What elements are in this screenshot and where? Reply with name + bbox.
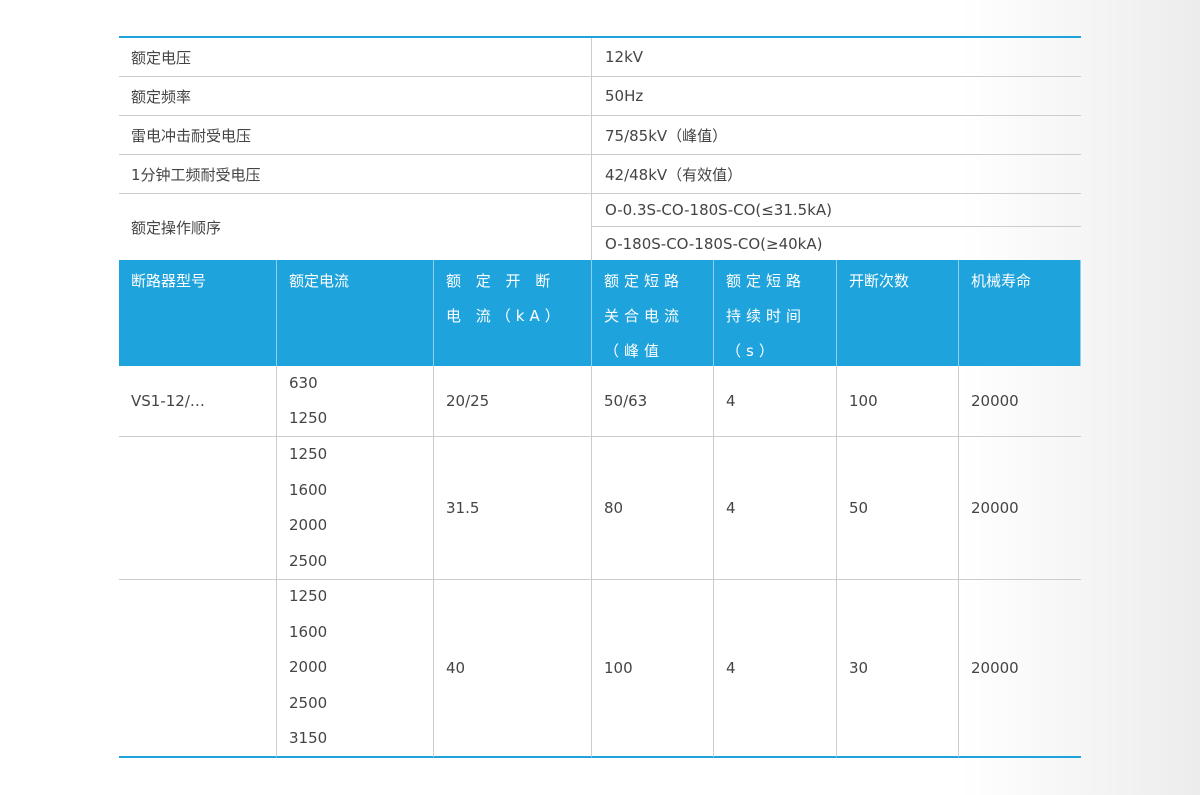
rated-params-table: 额定电压 12kV 额定频率 50Hz 雷电冲击耐受电压 75/85kV（峰值） 1分… xyxy=(119,36,1081,260)
cell-breaking: 40 xyxy=(434,580,592,758)
current-value: 3150 xyxy=(289,729,328,748)
header-making-current: 额定短路关合电流（峰值kA） xyxy=(592,260,714,395)
header-model: 断路器型号 xyxy=(119,260,277,366)
spec-value: 50Hz xyxy=(605,87,644,105)
cell-operations: 30 xyxy=(837,580,959,758)
current-value: 2000 xyxy=(289,658,328,677)
header-duration: 额定短路持续时间（s） xyxy=(714,260,837,366)
header-breaking-current: 额 定 开 断 电 流（kA） xyxy=(434,260,592,366)
cell-breaking: 31.5 xyxy=(434,437,592,580)
current-value: 630 xyxy=(289,373,318,392)
spec-row-operating-sequence: 额定操作顺序 O-0.3S-CO-180S-CO(≤31.5kA) O-180S-C… xyxy=(119,194,1081,260)
cell-currents: 630 1250 xyxy=(277,366,434,437)
current-value: 2000 xyxy=(289,516,328,534)
spec-label: 额定电压 xyxy=(119,38,592,76)
spec-sheet: 额定电压 12kV 额定频率 50Hz 雷电冲击耐受电压 75/85kV（峰值） 1分… xyxy=(119,36,1081,758)
spec-row: 额定频率 50Hz xyxy=(119,77,1081,116)
current-value: 1600 xyxy=(289,622,328,641)
current-value: 1250 xyxy=(289,587,328,606)
header-operations: 开断次数 xyxy=(837,260,959,366)
cell-model xyxy=(119,580,277,758)
spec-label: 雷电冲击耐受电压 xyxy=(119,116,592,154)
spec-label: 额定频率 xyxy=(119,77,592,115)
cell-breaking: 20/25 xyxy=(434,366,592,437)
spec-label: 额定操作顺序 xyxy=(119,194,592,260)
spec-value: 42/48kV（有效值） xyxy=(605,165,743,184)
spec-label: 1分钟工频耐受电压 xyxy=(119,155,592,193)
spec-value: O-180S-CO-180S-CO(≥40kA) xyxy=(605,234,823,253)
spec-value: 12kV xyxy=(605,48,644,66)
cell-currents: 1250 1600 2000 2500 3150 xyxy=(277,580,434,758)
cell-making: 50/63 xyxy=(592,366,714,437)
cell-mech-life: 20000 xyxy=(959,437,1081,580)
cell-duration: 4 xyxy=(714,437,837,580)
current-value: 1250 xyxy=(289,409,328,427)
cell-making: 80 xyxy=(592,437,714,580)
spec-row: 额定电压 12kV xyxy=(119,38,1081,77)
cell-mech-life: 20000 xyxy=(959,580,1081,758)
cell-model xyxy=(119,437,277,580)
breaker-table: 断路器型号 额定电流 额 定 开 断 电 流（kA） 额定短路关合电流（峰值kA… xyxy=(119,260,1081,758)
current-value: 2500 xyxy=(289,551,328,570)
cell-making: 100 xyxy=(592,580,714,758)
spec-row: 雷电冲击耐受电压 75/85kV（峰值） xyxy=(119,116,1081,155)
cell-operations: 50 xyxy=(837,437,959,580)
header-mech-life: 机械寿命 xyxy=(959,260,1081,366)
current-value: 1600 xyxy=(289,480,328,499)
cell-model: VS1-12/… xyxy=(119,366,277,437)
spec-value: 75/85kV（峰值） xyxy=(605,126,728,145)
header-rated-current: 额定电流 xyxy=(277,260,434,366)
current-value: 2500 xyxy=(289,693,328,712)
cell-currents: 1250 1600 2000 2500 xyxy=(277,437,434,580)
cell-operations: 100 xyxy=(837,366,959,437)
cell-mech-life: 20000 xyxy=(959,366,1081,437)
current-value: 1250 xyxy=(289,445,328,463)
cell-duration: 4 xyxy=(714,366,837,437)
spec-value: O-0.3S-CO-180S-CO(≤31.5kA) xyxy=(592,194,1081,227)
spec-row: 1分钟工频耐受电压 42/48kV（有效值） xyxy=(119,155,1081,194)
cell-duration: 4 xyxy=(714,580,837,758)
